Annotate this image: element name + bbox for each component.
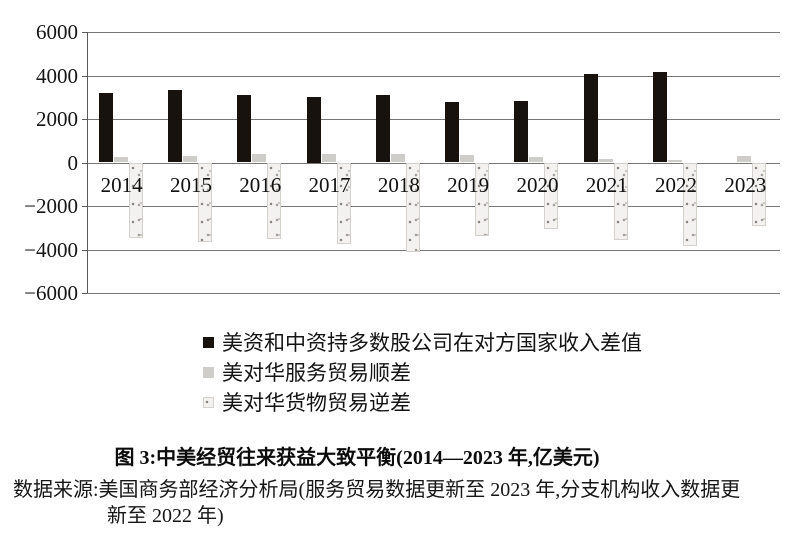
y-axis-tick bbox=[82, 206, 87, 207]
bar-services-surplus-2021 bbox=[598, 159, 613, 163]
bar-services-surplus-2014 bbox=[113, 156, 128, 163]
bar-services-surplus-2018 bbox=[390, 154, 405, 163]
gridline bbox=[87, 75, 780, 77]
y-axis-line bbox=[87, 32, 88, 293]
bar-services-surplus-2019 bbox=[460, 154, 475, 163]
bar-income-diff-2015 bbox=[167, 89, 182, 163]
bar-income-diff-2021 bbox=[583, 74, 598, 163]
legend-item-services-surplus: 美对华服务贸易顺差 bbox=[203, 357, 642, 387]
y-axis-tick bbox=[82, 119, 87, 120]
bar-services-surplus-2016 bbox=[252, 154, 267, 163]
x-axis-label-2022: 2022 bbox=[655, 172, 698, 197]
legend-swatch-income-diff-icon bbox=[203, 336, 214, 348]
bar-goods-deficit-2020 bbox=[544, 162, 559, 229]
y-axis-tick bbox=[82, 32, 87, 33]
gridline bbox=[87, 162, 780, 164]
bar-goods-deficit-2021 bbox=[613, 162, 628, 240]
bar-income-diff-2020 bbox=[514, 100, 529, 163]
x-axis-label-2019: 2019 bbox=[447, 172, 490, 197]
y-axis-label: 6000 bbox=[36, 20, 78, 44]
x-axis-label-2017: 2017 bbox=[308, 172, 351, 197]
bar-income-diff-2018 bbox=[375, 95, 390, 163]
gridline bbox=[87, 119, 780, 120]
bar-goods-deficit-2015 bbox=[197, 162, 212, 242]
legend-label-income-diff: 美资和中资持多数股公司在对方国家收入差值 bbox=[222, 331, 642, 355]
y-axis-label: −2000 bbox=[24, 194, 78, 218]
gridline bbox=[87, 206, 780, 207]
y-axis-tick bbox=[82, 162, 87, 164]
legend-item-income-diff: 美资和中资持多数股公司在对方国家收入差值 bbox=[203, 327, 642, 357]
y-axis-label: 2000 bbox=[36, 107, 78, 131]
bar-services-surplus-2015 bbox=[182, 155, 197, 163]
bar-goods-deficit-2016 bbox=[267, 162, 282, 239]
y-axis-label: −4000 bbox=[24, 237, 78, 262]
bar-services-surplus-2017 bbox=[321, 154, 336, 163]
x-axis-label-2021: 2021 bbox=[585, 172, 628, 197]
bar-services-surplus-2020 bbox=[529, 157, 544, 163]
bar-goods-deficit-2019 bbox=[475, 162, 490, 237]
x-axis-label-2015: 2015 bbox=[169, 172, 212, 197]
y-axis-label: −6000 bbox=[24, 281, 78, 305]
y-axis-tick bbox=[82, 293, 87, 294]
chart-legend: 美资和中资持多数股公司在对方国家收入差值 美对华服务贸易顺差 美对华货物贸易逆差 bbox=[203, 327, 642, 417]
y-axis-tick bbox=[82, 249, 87, 251]
bar-services-surplus-2022 bbox=[668, 159, 683, 163]
figure-caption: 图 3:中美经贸往来获益大致平衡(2014—2023 年,亿美元) bbox=[114, 447, 600, 469]
gridline bbox=[87, 293, 780, 294]
bar-chart: 6000 4000 2000 0 −2000 −4000 −6000 2014 2015 2016… bbox=[24, 20, 780, 305]
x-axis-label-2014: 2014 bbox=[100, 172, 143, 197]
bar-income-diff-2019 bbox=[445, 101, 460, 163]
bar-income-diff-2022 bbox=[653, 72, 668, 163]
bar-income-diff-2017 bbox=[306, 97, 321, 163]
y-axis-tick bbox=[82, 75, 87, 77]
legend-item-goods-deficit: 美对华货物贸易逆差 bbox=[203, 387, 642, 417]
bar-goods-deficit-2018 bbox=[405, 162, 420, 252]
bar-goods-deficit-2017 bbox=[336, 162, 351, 244]
legend-swatch-services-surplus-icon bbox=[203, 366, 214, 378]
source-line-2: 新至 2022 年) bbox=[107, 505, 224, 527]
x-axis-label-2023: 2023 bbox=[724, 172, 767, 197]
bar-goods-deficit-2023 bbox=[752, 162, 767, 226]
data-source-note: 数据来源:美国商务部经济分析局(服务贸易数据更新至 2023 年,分支机构收入数… bbox=[13, 477, 793, 529]
bar-services-surplus-2023 bbox=[737, 156, 752, 163]
legend-label-goods-deficit: 美对华货物贸易逆差 bbox=[222, 391, 411, 415]
bar-income-diff-2014 bbox=[98, 92, 113, 163]
x-axis-label-2018: 2018 bbox=[377, 172, 420, 197]
x-axis-label-2020: 2020 bbox=[516, 172, 559, 197]
gridline bbox=[87, 249, 780, 251]
bar-income-diff-2016 bbox=[237, 95, 252, 163]
legend-swatch-goods-deficit-icon bbox=[203, 396, 214, 408]
y-axis-label: 4000 bbox=[36, 63, 78, 88]
bar-goods-deficit-2022 bbox=[683, 162, 698, 247]
y-axis-label: 0 bbox=[67, 150, 79, 175]
bar-goods-deficit-2014 bbox=[128, 162, 143, 238]
gridline bbox=[87, 32, 780, 33]
legend-label-services-surplus: 美对华服务贸易顺差 bbox=[222, 361, 411, 385]
source-line-1: 数据来源:美国商务部经济分析局(服务贸易数据更新至 2023 年,分支机构收入数… bbox=[13, 479, 741, 501]
x-axis-label-2016: 2016 bbox=[239, 172, 282, 197]
